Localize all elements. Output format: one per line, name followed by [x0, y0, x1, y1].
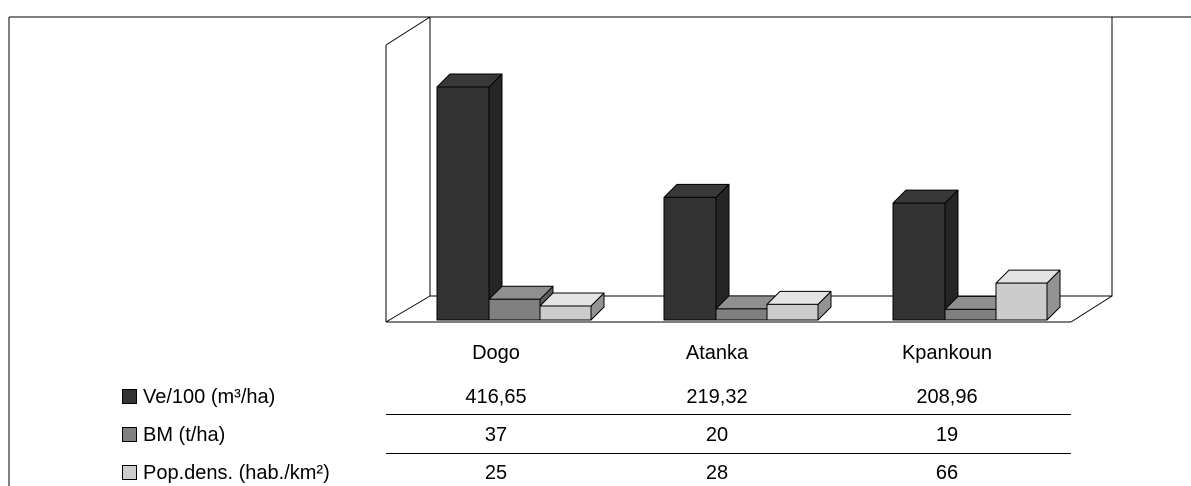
legend-label-bm: BM (t/ha)	[143, 424, 226, 446]
data-label-bm-dogo: 37	[484, 424, 508, 446]
legend-swatch-pop	[122, 465, 137, 480]
bar-pop-kpankoun	[995, 269, 1061, 321]
bar-front	[539, 305, 592, 321]
legend-label-pop: Pop.dens. (hab./km²)	[143, 462, 330, 484]
bar-ve-kpankoun	[892, 189, 959, 321]
bar-ve-dogo	[436, 73, 503, 321]
bar-front	[995, 282, 1048, 321]
data-label-pop-kpankoun: 66	[935, 462, 959, 484]
category-label-kpankoun: Kpankoun	[901, 342, 993, 364]
floor-right	[1070, 295, 1113, 323]
data-label-ve-dogo: 416,65	[465, 386, 527, 408]
bar-pop-dogo	[539, 292, 605, 321]
category-label-atanka: Atanka	[685, 342, 749, 364]
legend-swatch-ve	[122, 389, 137, 404]
data-label-pop-atanka: 28	[705, 462, 729, 484]
side-wall-top	[385, 16, 431, 46]
bar-side	[488, 73, 503, 321]
bar-front	[892, 202, 946, 321]
legend-label-ve: Ve/100 (m³/ha)	[143, 386, 276, 408]
bar-front	[488, 298, 541, 321]
data-label-bm-kpankoun: 19	[935, 424, 959, 446]
legend-row-bm: BM (t/ha)	[122, 424, 225, 447]
bar-front	[436, 86, 490, 321]
legend-row-ve: Ve/100 (m³/ha)	[122, 386, 275, 409]
data-label-ve-atanka: 219,32	[686, 386, 748, 408]
floor-left	[385, 295, 431, 323]
bars-group	[436, 73, 1061, 321]
bar-front	[715, 308, 768, 321]
table-divider-1	[386, 414, 1071, 415]
bar-front	[663, 196, 717, 321]
bar-front	[944, 308, 997, 321]
bar-front	[766, 303, 819, 321]
legend-swatch-bm	[122, 427, 137, 442]
bar-pop-atanka	[766, 290, 832, 321]
plot-box	[385, 16, 1113, 323]
data-label-pop-dogo: 25	[484, 462, 508, 484]
category-label-dogo: Dogo	[472, 342, 520, 364]
bar-ve-atanka	[663, 183, 730, 321]
table-divider-2	[386, 453, 1071, 454]
back-wall	[429, 16, 1113, 297]
data-label-ve-kpankoun: 208,96	[916, 386, 978, 408]
data-label-bm-atanka: 20	[705, 424, 729, 446]
legend-row-pop: Pop.dens. (hab./km²)	[122, 462, 330, 485]
